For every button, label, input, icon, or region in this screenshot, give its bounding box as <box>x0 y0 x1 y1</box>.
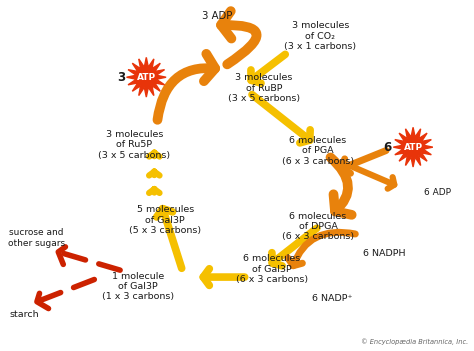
Text: 5 molecules
of Gal3P
(5 x 3 carbons): 5 molecules of Gal3P (5 x 3 carbons) <box>129 205 201 235</box>
Text: ATP: ATP <box>403 143 423 152</box>
Polygon shape <box>127 57 166 97</box>
Text: 6 NADP⁺: 6 NADP⁺ <box>312 294 352 303</box>
Text: © Encyclopædia Britannica, Inc.: © Encyclopædia Britannica, Inc. <box>361 338 469 345</box>
Text: 3 molecules
of RuBP
(3 x 5 carbons): 3 molecules of RuBP (3 x 5 carbons) <box>228 73 300 103</box>
Text: sucrose and
other sugars: sucrose and other sugars <box>8 228 65 247</box>
Text: 3: 3 <box>117 71 126 84</box>
Text: starch: starch <box>9 310 39 319</box>
Text: 1 molecule
of Gal3P
(1 x 3 carbons): 1 molecule of Gal3P (1 x 3 carbons) <box>102 272 174 302</box>
Text: 6: 6 <box>383 141 392 154</box>
Text: 3 molecules
of Ru5P
(3 x 5 carbons): 3 molecules of Ru5P (3 x 5 carbons) <box>99 130 171 160</box>
Text: 6 molecules
of Gal3P
(6 x 3 carbons): 6 molecules of Gal3P (6 x 3 carbons) <box>236 254 308 284</box>
Text: 3 molecules
of CO₂
(3 x 1 carbons): 3 molecules of CO₂ (3 x 1 carbons) <box>284 21 356 51</box>
Text: 6 NADPH: 6 NADPH <box>363 249 405 258</box>
Text: 6 molecules
of PGA
(6 x 3 carbons): 6 molecules of PGA (6 x 3 carbons) <box>282 136 354 166</box>
Text: 3 ADP: 3 ADP <box>202 11 232 21</box>
Text: ATP: ATP <box>137 73 156 82</box>
Polygon shape <box>393 127 433 167</box>
Text: 6 molecules
of DPGA
(6 x 3 carbons): 6 molecules of DPGA (6 x 3 carbons) <box>282 212 354 241</box>
Text: 6 ADP: 6 ADP <box>424 187 451 197</box>
